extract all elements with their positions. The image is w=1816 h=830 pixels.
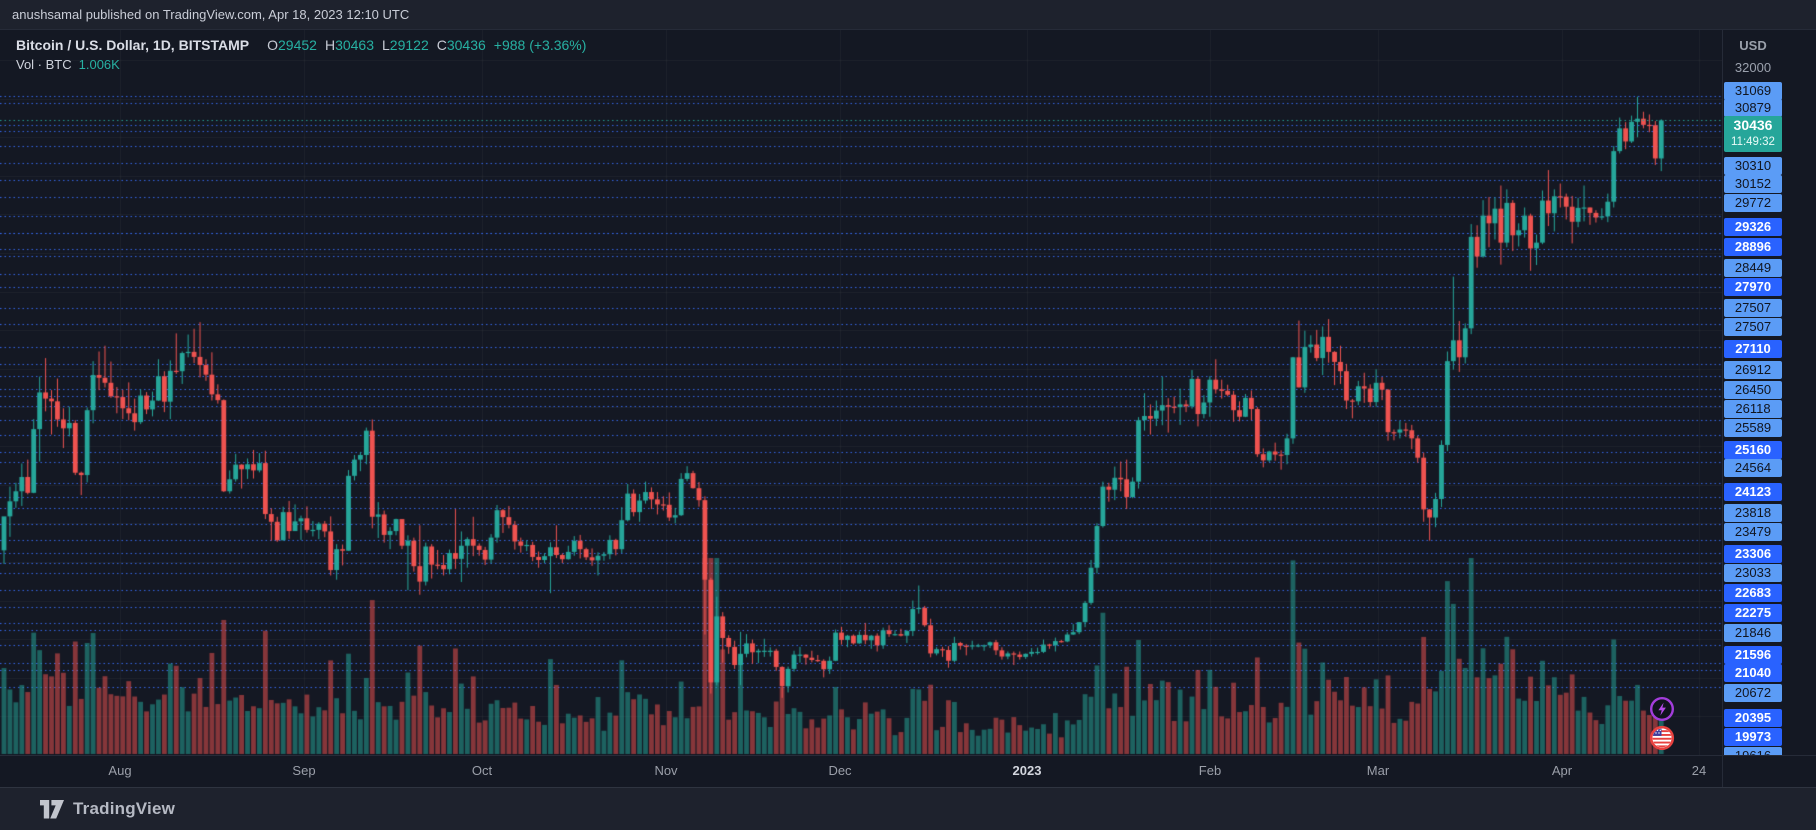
alert-price-label[interactable]: 19616 <box>1724 747 1782 757</box>
alert-price-label[interactable]: 31069 <box>1724 82 1782 100</box>
change-value: +988 (+3.36%) <box>493 37 587 53</box>
tradingview-brand-text: TradingView <box>73 799 176 818</box>
current-price-label: 30436 11:49:32 <box>1724 116 1782 152</box>
alert-price-label[interactable]: 23306 <box>1724 545 1782 563</box>
volume-legend: Vol · BTC 1.006K <box>16 56 120 74</box>
bar-countdown: 11:49:32 <box>1731 136 1775 148</box>
time-axis-label: Feb <box>1198 763 1222 778</box>
high-value: 30463 <box>335 37 374 53</box>
publish-status-bar: anushsamal published on TradingView.com,… <box>0 0 1816 30</box>
alert-price-label[interactable]: 26450 <box>1724 381 1782 399</box>
alert-price-label[interactable]: 24123 <box>1724 483 1782 501</box>
tradingview-logo-link[interactable]: TradingView <box>40 799 175 819</box>
alert-price-label[interactable]: 22275 <box>1724 604 1782 622</box>
alert-price-label[interactable]: 25160 <box>1724 441 1782 459</box>
alert-price-label[interactable]: 27110 <box>1724 340 1782 358</box>
lightning-event-marker[interactable] <box>1648 695 1676 723</box>
low-label: L <box>382 37 390 53</box>
alert-price-label[interactable]: 30152 <box>1724 175 1782 193</box>
close-value: 30436 <box>446 37 486 53</box>
price-scale-currency: USD <box>1739 38 1767 53</box>
high-label: H <box>324 37 336 53</box>
axis-corner-divider <box>1722 756 1723 788</box>
alert-price-label[interactable]: 27507 <box>1724 299 1782 317</box>
price-axis-label: 32000 <box>1734 60 1772 75</box>
alert-price-label[interactable]: 23033 <box>1724 564 1782 582</box>
volume-value: 1.006K <box>78 57 120 72</box>
price-scale[interactable]: USD 32000 31069 30879 30310 30152 29772 29326 2… <box>1722 30 1816 757</box>
alert-price-label[interactable]: 30310 <box>1724 157 1782 175</box>
close-label: C <box>436 37 447 53</box>
alert-price-label[interactable]: 26118 <box>1724 400 1782 418</box>
alert-price-label[interactable]: 26912 <box>1724 361 1782 379</box>
publish-status-text: anushsamal published on TradingView.com,… <box>12 7 410 22</box>
alert-price-label[interactable]: 20672 <box>1724 684 1782 702</box>
price-chart-canvas[interactable] <box>0 30 1722 755</box>
us-flag-icon <box>1648 725 1676 755</box>
alert-price-label[interactable]: 21040 <box>1724 664 1782 682</box>
alert-price-label[interactable]: 29326 <box>1724 218 1782 236</box>
time-axis-label: Mar <box>1366 763 1390 778</box>
footer-bar: TradingView <box>0 787 1816 830</box>
us-flag-event-marker[interactable] <box>1648 724 1676 752</box>
time-axis-label: Apr <box>1551 763 1573 778</box>
time-axis-label: Dec <box>828 763 852 778</box>
alert-price-label[interactable]: 19973 <box>1724 728 1782 746</box>
time-axis-label: 2023 <box>1012 763 1042 778</box>
alert-price-label[interactable]: 23818 <box>1724 504 1782 522</box>
time-axis-label: 24 <box>1691 763 1707 778</box>
alert-price-label[interactable]: 21846 <box>1724 624 1782 642</box>
time-axis-label: Sep <box>292 763 316 778</box>
current-price-value: 30436 <box>1733 117 1773 133</box>
time-axis-label: Nov <box>654 763 678 778</box>
time-axis-label: Oct <box>471 763 493 778</box>
alert-price-label[interactable]: 21596 <box>1724 646 1782 664</box>
alert-price-label[interactable]: 28896 <box>1724 238 1782 256</box>
alert-price-label[interactable]: 28449 <box>1724 259 1782 277</box>
alert-price-label[interactable]: 24564 <box>1724 459 1782 477</box>
open-value: 29452 <box>278 37 317 53</box>
symbol-legend: Bitcoin / U.S. Dollar, 1D, BITSTAMP O2945… <box>16 35 586 55</box>
time-axis-label: Aug <box>108 763 132 778</box>
time-axis[interactable]: Aug Sep Oct Nov Dec 2023 Feb Mar Apr 24 <box>0 755 1816 788</box>
alert-price-label[interactable]: 20395 <box>1724 709 1782 727</box>
alert-price-label[interactable]: 29772 <box>1724 194 1782 212</box>
open-label: O <box>267 37 278 53</box>
chart-pane: Bitcoin / U.S. Dollar, 1D, BITSTAMP O2945… <box>0 30 1722 755</box>
symbol-title[interactable]: Bitcoin / U.S. Dollar, 1D, BITSTAMP <box>16 37 250 53</box>
alert-price-label[interactable]: 22683 <box>1724 584 1782 602</box>
alert-price-label[interactable]: 30879 <box>1724 99 1782 117</box>
low-value: 29122 <box>389 37 429 53</box>
tradingview-logo-icon <box>40 799 64 819</box>
alert-price-label[interactable]: 23479 <box>1724 523 1782 541</box>
lightning-icon <box>1648 696 1676 726</box>
alert-price-label[interactable]: 27970 <box>1724 278 1782 296</box>
alert-price-label[interactable]: 25589 <box>1724 419 1782 437</box>
volume-label: Vol · BTC <box>16 57 72 72</box>
alert-price-label[interactable]: 27507 <box>1724 318 1782 336</box>
